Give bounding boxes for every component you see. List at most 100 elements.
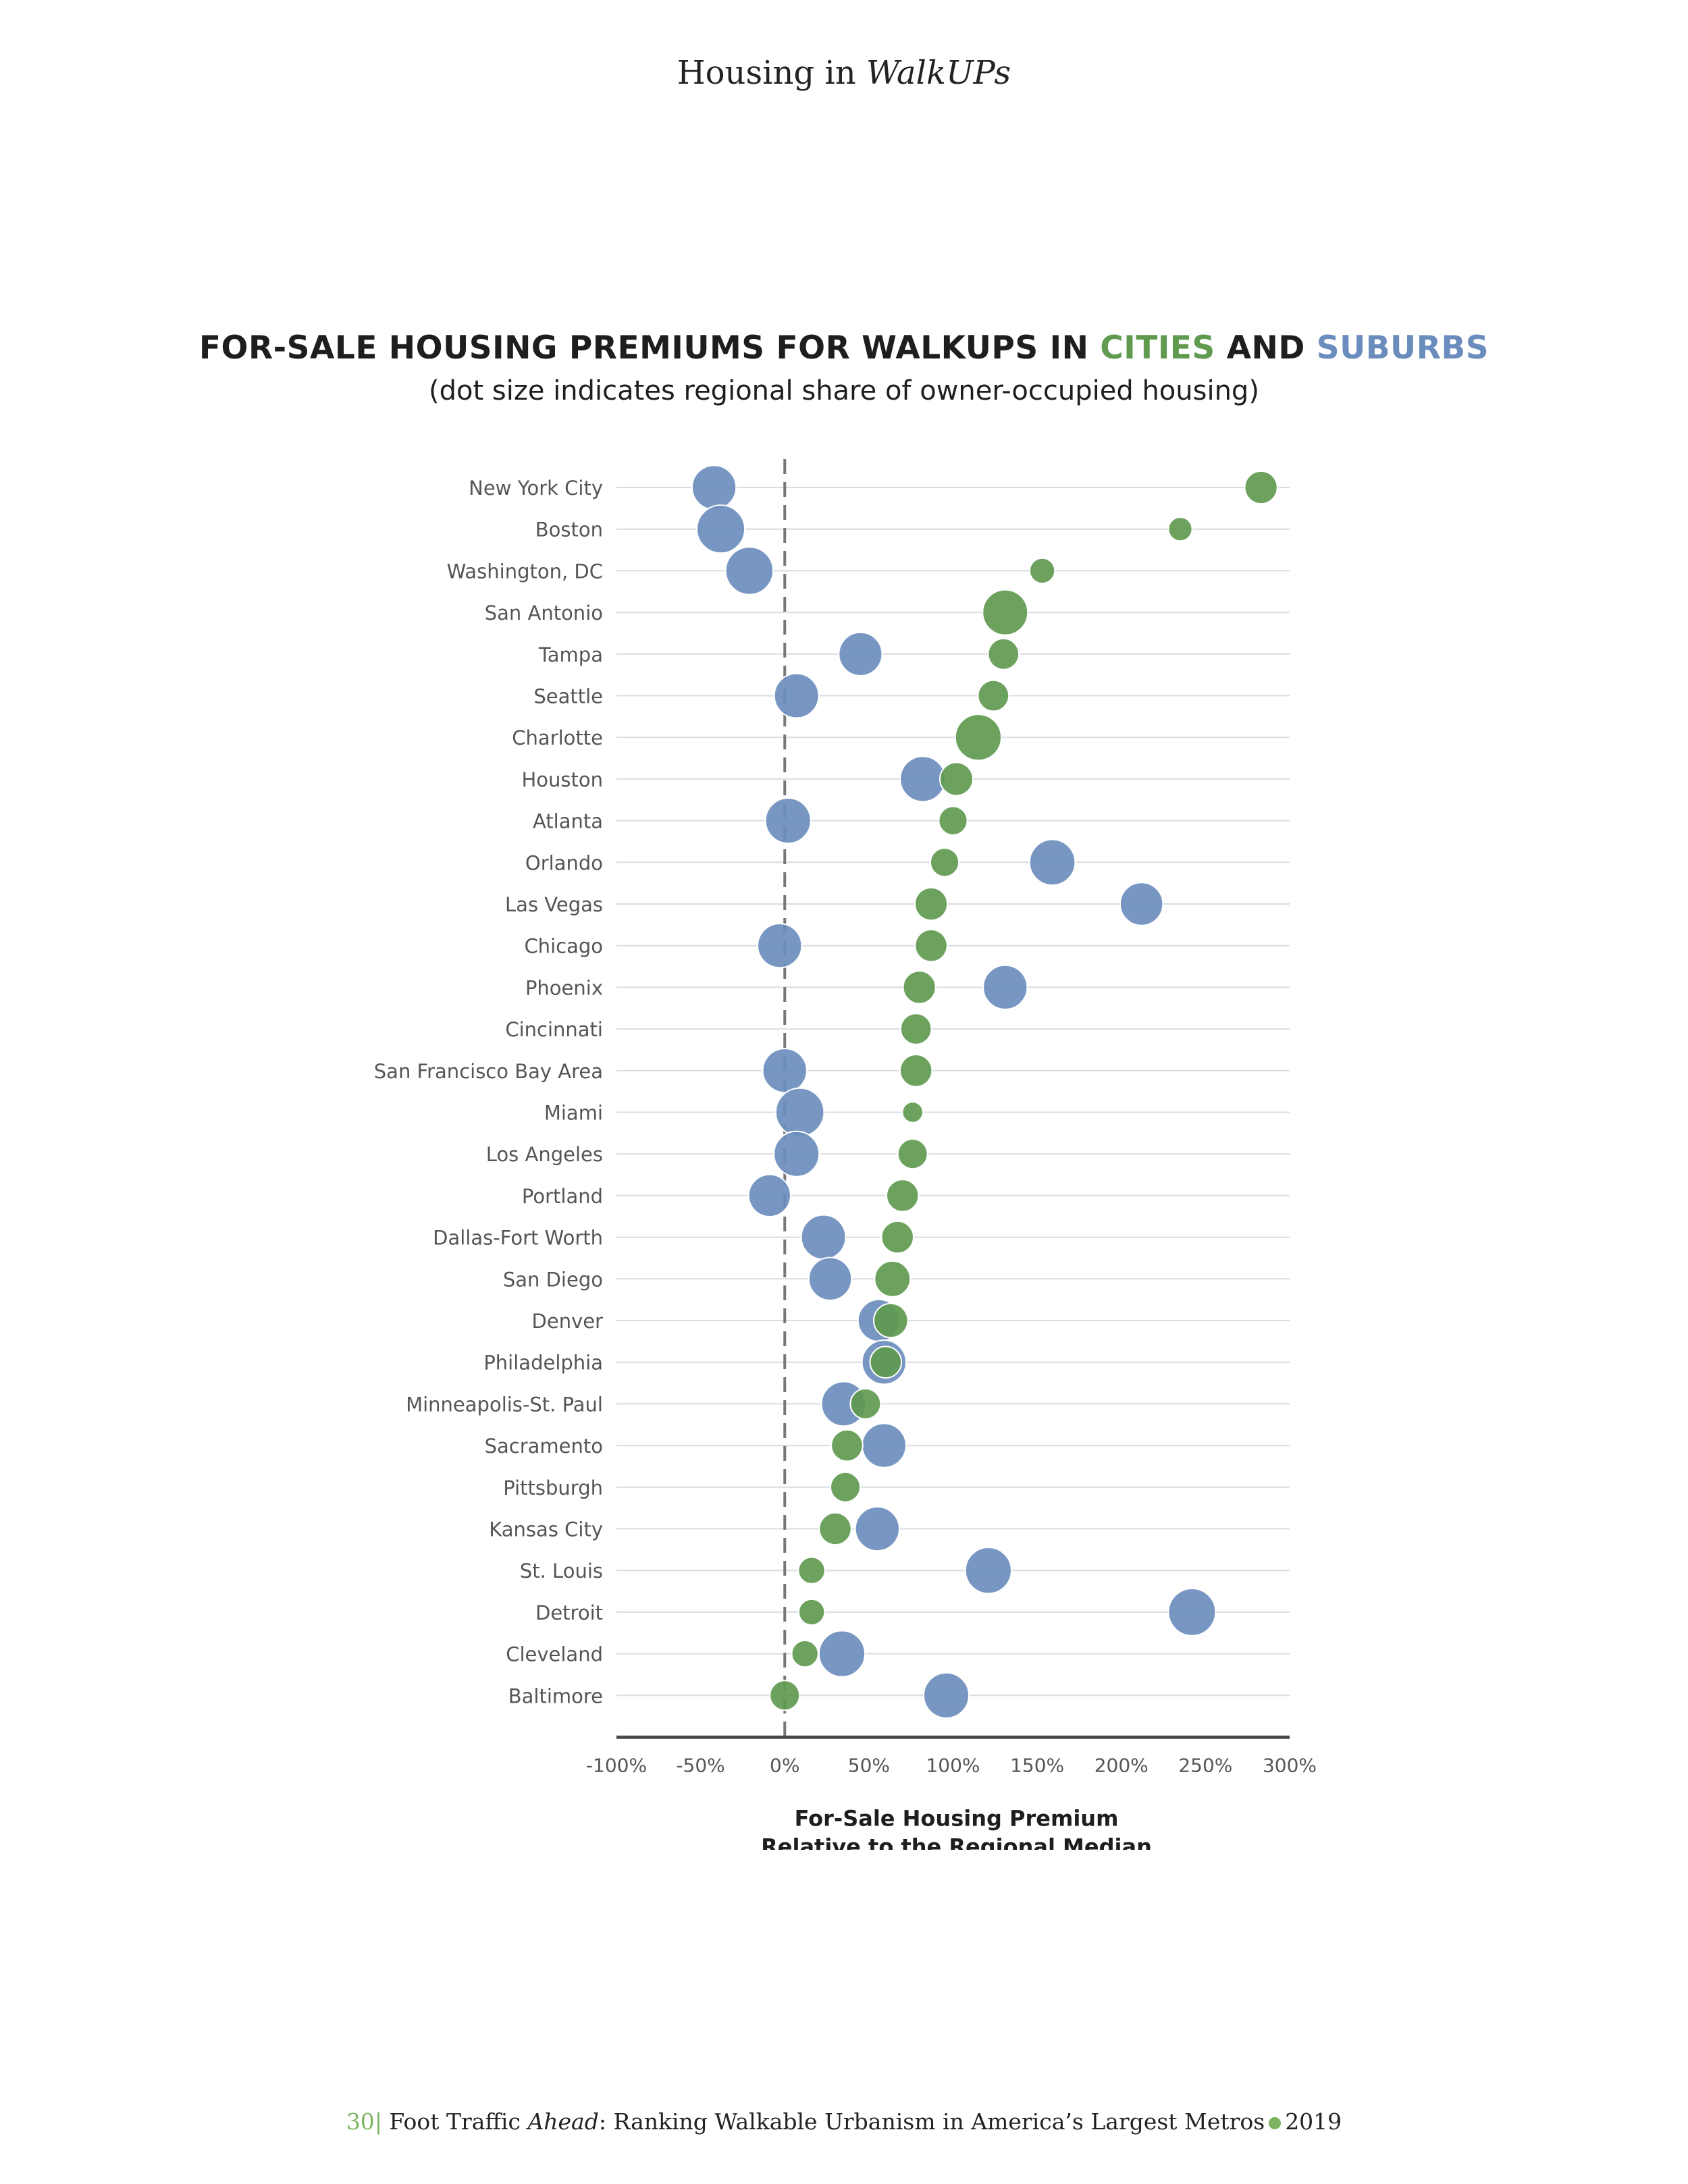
suburbs-dot xyxy=(724,546,774,595)
suburbs-dot xyxy=(982,964,1028,1011)
category-label: Sacramento xyxy=(485,1435,603,1458)
category-label: Cleveland xyxy=(506,1643,603,1666)
x-tick-label: -100% xyxy=(586,1754,647,1776)
title-and: AND xyxy=(1215,329,1317,367)
suburbs-dot xyxy=(696,504,746,554)
cities-dot xyxy=(938,805,968,836)
header-emphasis: WalkUPs xyxy=(866,54,1011,92)
category-label: Las Vegas xyxy=(505,893,603,916)
page-number: 30 xyxy=(346,2108,375,2135)
cities-dot xyxy=(1244,470,1278,505)
suburbs-dot xyxy=(808,1256,853,1302)
category-label: Orlando xyxy=(525,851,603,874)
suburbs-dot xyxy=(899,755,947,803)
footer-year: 2019 xyxy=(1285,2108,1342,2135)
bubble-chart: New York City Boston Washington, DC San Ant… xyxy=(374,459,1317,1850)
cities-dot xyxy=(897,1138,928,1170)
cities-dot xyxy=(939,762,974,797)
category-label: Philadelphia xyxy=(483,1352,603,1375)
x-tick-label: 50% xyxy=(848,1754,890,1776)
category-label: Seattle xyxy=(533,685,603,708)
suburbs-dot xyxy=(923,1672,970,1719)
x-tick-label: 250% xyxy=(1178,1754,1232,1776)
cities-dot xyxy=(1028,557,1056,585)
suburbs-dot xyxy=(800,1214,847,1260)
category-label: Portland xyxy=(522,1185,603,1208)
page-separator: | xyxy=(374,2108,390,2135)
cities-dot xyxy=(899,1054,933,1088)
x-axis-title: Relative to the Regional Median xyxy=(761,1834,1152,1850)
category-label: Chicago xyxy=(524,935,603,958)
category-label: Los Angeles xyxy=(486,1143,603,1166)
cities-dot xyxy=(829,1471,861,1503)
cities-dot xyxy=(902,970,937,1005)
cities-dot xyxy=(769,1680,801,1711)
suburbs-dot xyxy=(762,1048,808,1094)
cities-dot xyxy=(886,1179,920,1213)
cities-dot xyxy=(954,714,1002,762)
cities-dot xyxy=(830,1429,864,1462)
cities-dot xyxy=(982,589,1029,636)
chart-title: FOR-SALE HOUSING PREMIUMS FOR WALKUPS IN… xyxy=(0,329,1688,367)
category-label: Minneapolis-St. Paul xyxy=(406,1393,603,1416)
category-label: San Antonio xyxy=(485,602,603,624)
suburbs-dot xyxy=(773,672,820,719)
x-tick-label: 150% xyxy=(1010,1754,1064,1776)
cities-dot xyxy=(849,1387,882,1420)
suburbs-dot xyxy=(1028,838,1076,886)
category-label: San Francisco Bay Area xyxy=(374,1060,603,1083)
cities-dot xyxy=(929,847,960,878)
category-label: Pittsburgh xyxy=(503,1476,603,1499)
x-tick-label: 0% xyxy=(770,1754,799,1776)
suburbs-dot xyxy=(773,1130,820,1177)
x-axis: -100% -50% 0% 50% 100% 150% 200% 250% 300% For-Sa… xyxy=(586,1735,1317,1850)
x-axis-title: For-Sale Housing Premium xyxy=(795,1805,1119,1831)
category-label: Houston xyxy=(521,768,603,791)
cities-dot xyxy=(987,637,1020,670)
cities-dot xyxy=(880,1220,914,1254)
x-tick-label: -50% xyxy=(676,1754,724,1776)
cities-dot xyxy=(797,1556,826,1584)
category-label: St. Louis xyxy=(520,1560,603,1582)
title-part1: FOR-SALE HOUSING PREMIUMS FOR WALKUPS IN xyxy=(199,329,1101,367)
cities-dot xyxy=(818,1512,852,1546)
footer-text-2: : Ranking Walkable Urbanism in America’s… xyxy=(598,2108,1265,2135)
suburbs-dot xyxy=(691,464,737,510)
suburbs-dot xyxy=(1119,882,1164,926)
category-label: New York City xyxy=(469,477,603,500)
suburbs-dot xyxy=(854,1506,900,1552)
grid-layer xyxy=(616,487,1290,1697)
cities-dot xyxy=(874,1260,912,1298)
category-label: Boston xyxy=(535,518,603,541)
chart-subtitle: (dot size indicates regional share of ow… xyxy=(429,375,1259,406)
category-label: Miami xyxy=(544,1102,603,1125)
suburbs-dot xyxy=(818,1630,866,1678)
suburbs-dot xyxy=(757,923,803,969)
suburbs-dot xyxy=(964,1547,1012,1595)
suburbs-dot xyxy=(1167,1587,1217,1636)
category-label: Dallas-Fort Worth xyxy=(433,1227,603,1250)
cities-dot xyxy=(914,929,948,963)
footer-text-1: Foot Traffic xyxy=(389,2108,528,2135)
dots-layer xyxy=(691,464,1278,1719)
cities-dot xyxy=(1167,516,1193,542)
category-label: Washington, DC xyxy=(447,560,603,583)
category-label: San Diego xyxy=(503,1268,603,1291)
running-header: Housing in WalkUPs xyxy=(0,54,1688,92)
category-label: Detroit xyxy=(535,1601,603,1624)
title-cities: CITIES xyxy=(1100,329,1215,367)
cities-dot xyxy=(977,679,1010,712)
header-prefix: Housing in xyxy=(677,54,866,92)
footer-italic: Ahead xyxy=(527,2108,599,2135)
suburbs-dot xyxy=(838,631,883,676)
x-tick-label: 200% xyxy=(1094,1754,1149,1776)
category-label: Phoenix xyxy=(525,976,603,999)
category-labels: New York City Boston Washington, DC San Ant… xyxy=(374,477,603,1707)
x-tick-label: 100% xyxy=(926,1754,980,1776)
page-footer: 30| Foot Traffic Ahead: Ranking Walkable… xyxy=(0,2108,1688,2135)
category-label: Charlotte xyxy=(512,726,603,749)
category-label: Cincinnati xyxy=(505,1018,603,1041)
cities-dot xyxy=(901,1101,924,1123)
title-suburbs: SUBURBS xyxy=(1316,329,1489,367)
suburbs-dot xyxy=(861,1422,907,1468)
